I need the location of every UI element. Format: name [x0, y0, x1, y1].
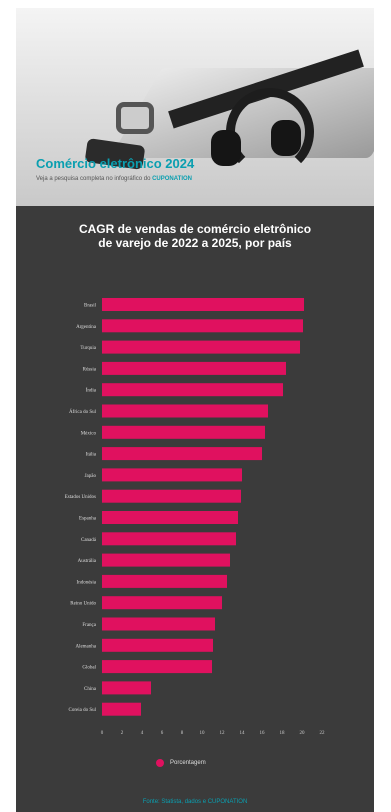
watch-image — [116, 102, 154, 134]
category-label: França — [82, 623, 96, 628]
category-label: Brasil — [84, 304, 97, 309]
bar — [102, 404, 268, 418]
bar — [102, 596, 222, 610]
bar — [102, 489, 241, 503]
bar — [102, 298, 304, 311]
headphone-cup-left — [211, 130, 241, 166]
subline-text: Veja a pesquisa completa no infográfico … — [36, 176, 151, 182]
bar — [102, 340, 300, 354]
bar — [102, 553, 230, 567]
bar — [102, 702, 141, 716]
category-label: Coreia do Sul — [69, 708, 97, 713]
bar — [102, 681, 151, 695]
bar — [102, 361, 286, 375]
category-label: Turquia — [80, 346, 96, 351]
source-note: Fonte: Statista, dados e CUPONATION — [142, 799, 248, 805]
legend-label: Porcentagem — [170, 760, 206, 766]
bar — [102, 660, 212, 674]
bar-chart: Brasil Argentina Turquia Rússia Índia África … — [65, 298, 326, 736]
hero-banner: Comércio eletrônico 2024 Veja a pesquisa… — [16, 8, 374, 206]
bar — [102, 468, 242, 482]
chart-panel: CAGR de vendas de comércio eletrônico de… — [16, 206, 374, 812]
bar — [102, 574, 227, 588]
category-label: Global — [82, 666, 96, 671]
category-label: Canadá — [81, 538, 97, 543]
x-tick-label: 2 — [121, 731, 124, 736]
x-tick-label: 4 — [141, 731, 144, 736]
category-label: Itália — [86, 453, 97, 458]
infographic: Comércio eletrônico 2024 Veja a pesquisa… — [16, 8, 374, 812]
headline: Comércio eletrônico 2024 — [36, 156, 195, 171]
bar — [102, 319, 303, 333]
headphone-cup-right — [271, 120, 301, 156]
category-label: Espanha — [79, 517, 97, 522]
x-tick-label: 8 — [181, 731, 184, 736]
category-label: Reino Unido — [70, 602, 96, 607]
x-tick-label: 20 — [300, 731, 306, 736]
category-label: Rússia — [83, 367, 97, 372]
x-tick-label: 0 — [101, 731, 104, 736]
bar — [102, 511, 238, 524]
bar — [102, 425, 265, 439]
subline: Veja a pesquisa completa no infográfico … — [36, 176, 192, 182]
category-label: Argentina — [76, 325, 97, 330]
x-tick-label: 10 — [200, 731, 206, 736]
bar — [102, 383, 283, 397]
x-tick-label: 16 — [260, 731, 266, 736]
brand-link[interactable]: CUPONATION — [152, 176, 192, 182]
x-tick-label: 22 — [320, 731, 326, 736]
category-label: Japão — [85, 474, 97, 479]
category-label: África do Sul — [69, 409, 97, 415]
bar — [102, 617, 215, 631]
category-label: China — [84, 687, 97, 692]
category-label: Indonésia — [77, 580, 97, 585]
category-label: Alemanha — [75, 644, 96, 649]
bar — [102, 447, 262, 461]
x-tick-label: 6 — [161, 731, 164, 736]
category-label: Estados Unidos — [65, 495, 96, 500]
bar — [102, 638, 213, 652]
chart-title-line-1: CAGR de vendas de comércio eletrônico — [78, 222, 312, 236]
chart-title: CAGR de vendas de comércio eletrônico de… — [16, 222, 374, 250]
legend: Porcentagem — [156, 759, 206, 767]
category-label: Índia — [86, 388, 97, 394]
x-tick-label: 14 — [240, 731, 246, 736]
x-tick-label: 18 — [280, 731, 286, 736]
bar — [102, 532, 236, 546]
x-tick-label: 12 — [220, 731, 226, 736]
category-label: Austrália — [78, 559, 97, 564]
legend-swatch — [156, 759, 164, 767]
category-label: México — [81, 431, 97, 436]
chart-title-line-2: de varejo de 2022 a 2025, por país — [98, 236, 292, 250]
